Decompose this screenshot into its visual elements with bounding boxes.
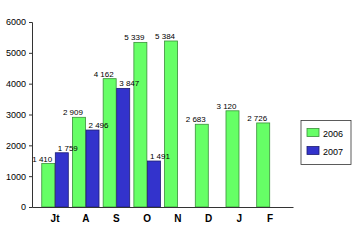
data-label: 1 410 (32, 155, 53, 164)
y-tick: 5000 (6, 48, 32, 58)
y-tick: 1000 (6, 172, 32, 182)
y-tick: 4000 (6, 79, 32, 89)
y-tick-label: 4000 (6, 79, 26, 89)
x-tick-label: O (143, 213, 151, 224)
y-tick: 2000 (6, 141, 32, 151)
data-label: 1 759 (58, 144, 79, 153)
legend: 2006 2007 (301, 121, 351, 165)
bar (42, 164, 55, 207)
data-label: 2 496 (89, 121, 110, 130)
bar (257, 123, 270, 207)
bar (117, 88, 130, 207)
data-label: 2 683 (186, 115, 207, 124)
x-tick: Jt (51, 213, 61, 224)
chart: 0 1000 2000 3000 4000 5000 6000 Jt A S O N D J F 1 410 2… (0, 0, 358, 247)
legend-swatch (307, 129, 319, 137)
legend-label: 2006 (323, 129, 343, 139)
y-tick-mark (29, 22, 32, 23)
x-tick-label: N (174, 213, 181, 224)
data-label: 4 162 (94, 70, 115, 79)
y-axis: 0 1000 2000 3000 4000 5000 6000 (6, 17, 33, 212)
bar (147, 161, 160, 207)
y-tick: 6000 (6, 17, 32, 27)
x-tick: F (267, 213, 273, 224)
y-axis-line (29, 23, 33, 208)
bar (195, 124, 208, 207)
y-tick-mark (29, 53, 32, 54)
y-tick-label: 1000 (6, 172, 26, 182)
x-tick-label: J (236, 213, 242, 224)
y-tick-mark (29, 115, 32, 116)
x-tick-label: A (82, 213, 89, 224)
bar (165, 41, 178, 207)
bar (86, 130, 99, 207)
x-tick-label: Jt (51, 213, 61, 224)
x-tick: O (143, 213, 151, 224)
x-tick: D (205, 213, 212, 224)
y-tick-mark (29, 84, 32, 85)
x-tick: N (174, 213, 181, 224)
y-tick-label: 0 (21, 202, 26, 212)
y-tick-label: 3000 (6, 110, 26, 120)
legend-frame (301, 121, 351, 165)
y-tick-label: 2000 (6, 141, 26, 151)
y-tick-mark (29, 145, 32, 146)
data-label: 1 491 (150, 152, 171, 161)
data-label: 5 339 (124, 33, 145, 42)
bars (42, 41, 270, 207)
data-labels: 1 410 2 909 4 162 5 339 5 384 2 683 3 120 2 726… (32, 32, 268, 164)
bar (72, 117, 85, 207)
x-axis: Jt A S O N D J F (33, 208, 294, 225)
bar (55, 153, 68, 207)
bar (103, 79, 116, 207)
x-tick-label: D (205, 213, 212, 224)
plot: 0 1000 2000 3000 4000 5000 6000 Jt A S O N D J F 1 410 2… (6, 17, 294, 224)
data-label: 5 384 (155, 32, 176, 41)
y-tick-label: 6000 (6, 17, 26, 27)
x-tick-label: F (267, 213, 273, 224)
bar (134, 42, 147, 207)
data-label: 2 726 (247, 114, 268, 123)
data-label: 2 909 (63, 108, 84, 117)
x-axis-line (33, 207, 294, 208)
x-tick: A (82, 213, 89, 224)
bar (226, 111, 239, 207)
data-label: 3 120 (216, 102, 237, 111)
y-tick: 3000 (6, 110, 32, 120)
x-tick: S (113, 213, 120, 224)
y-tick-mark (29, 176, 32, 177)
y-tick-mark (29, 207, 32, 208)
y-tick-label: 5000 (6, 48, 26, 58)
x-tick: J (236, 213, 242, 224)
y-tick: 0 (21, 202, 32, 212)
legend-swatch (307, 147, 319, 155)
x-tick-label: S (113, 213, 120, 224)
legend-label: 2007 (323, 147, 343, 157)
data-label: 3 847 (119, 79, 140, 88)
